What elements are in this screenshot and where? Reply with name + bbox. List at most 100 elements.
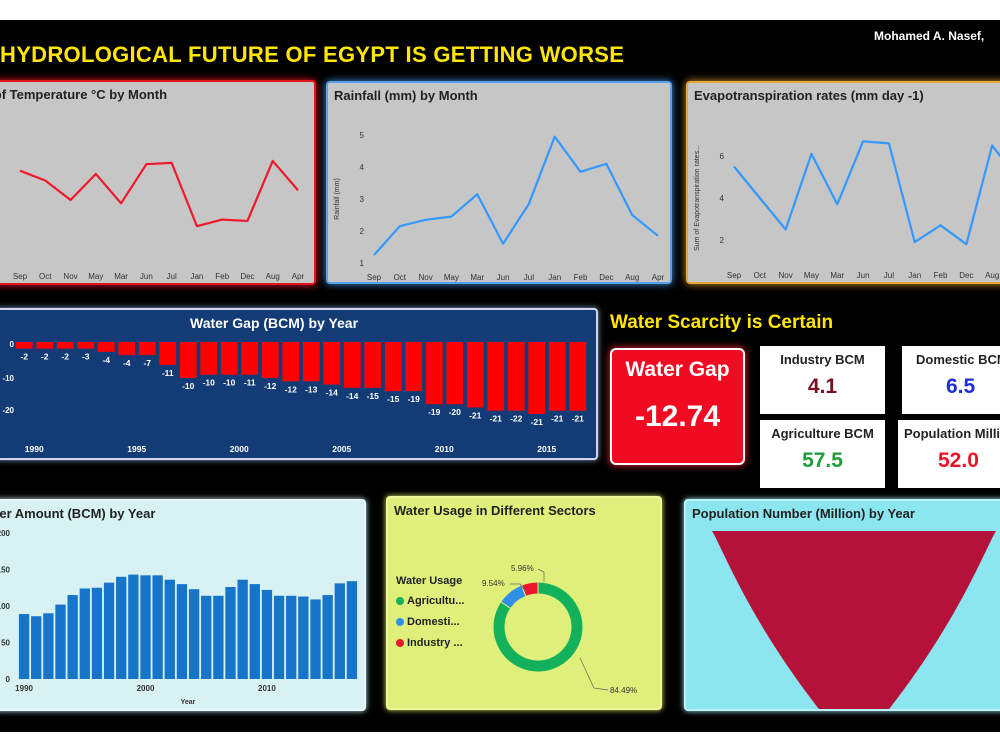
gap-bar [241,342,259,375]
water-bar [140,575,151,679]
y-tick-label: 200 [0,529,11,538]
slice-label-domestic: 9.54% [482,579,505,588]
x-tick-label: 1990 [15,684,33,693]
water-bar [164,579,175,679]
legend-item-domestic[interactable]: Domesti... [396,616,460,628]
gap-bar-label: -13 [305,384,318,394]
legend-item-agriculture[interactable]: Agricultu... [396,595,464,607]
population-chart-title: Population Number (Million) by Year [692,506,915,521]
gap-bar [528,342,546,414]
y-tick-label: 50 [1,639,10,648]
population-kpi-label: Population Million [904,426,1000,441]
water-usage-chart-title: Water Usage in Different Sectors [394,503,596,518]
legend-item-industry[interactable]: Industry ... [396,637,463,649]
x-tick-label: Aug [266,272,280,281]
gap-bar-label: -10 [223,378,236,388]
water-amount-chart-card[interactable]: Water Amount (BCM) by Year 0 50 100 150 200 1… [0,499,366,711]
domestic-kpi-label: Domestic BCM [916,352,1000,367]
gap-bar [364,342,382,388]
population-kpi-card[interactable]: Population Million 52.0 [898,420,1000,488]
industry-kpi-card[interactable]: Industry BCM 4.1 [760,346,885,414]
y-tick-label: 4 [360,163,365,172]
temperature-chart-card[interactable]: Sum of Temperature °C by Month Sep Oct Nov… [0,80,316,285]
x-tick-label: Sep [367,273,382,282]
water-bar [322,595,333,679]
x-tick-label: May [88,272,103,281]
x-tick-label: Jun [857,271,870,280]
domestic-kpi-card[interactable]: Domestic BCM 6.5 [902,346,1000,414]
slice-label-industry: 5.96% [511,564,534,573]
y-tick-label: 4 [720,194,725,203]
water-gap-chart-card[interactable]: Water Gap (BCM) by Year 0 -10 -20 -2 -2 -2 -3 -… [0,308,598,460]
x-tick-label: Aug [985,271,999,280]
leader-line [537,568,545,582]
slice-label-agriculture: 84.49% [610,686,637,695]
population-kpi-value: 52.0 [938,449,979,472]
y-tick-label: 150 [0,566,11,575]
water-bar [213,595,224,679]
temperature-line-chart: Sep Oct Nov May Mar Jun Jul Jan Feb Dec Aug Apr Mont… [13,159,305,281]
x-tick-label: Feb [574,273,588,282]
legend-label-industry: Industry ... [407,637,463,649]
series-line [19,159,299,228]
water-amount-chart-title: Water Amount (BCM) by Year [0,506,156,521]
x-tick-label: 2010 [435,444,454,454]
gap-bar [405,342,423,392]
water-bar [91,587,103,679]
industry-legend-dot [396,639,404,648]
agriculture-kpi-label: Agriculture BCM [771,426,874,441]
x-tick-label: Jun [140,272,153,281]
agriculture-kpi-value: 57.5 [802,449,843,472]
water-bar [128,574,139,679]
gap-bar [343,342,361,388]
y-axis-title: Rainfall (mm) [334,178,341,220]
x-tick-label: 1995 [127,444,146,454]
x-tick-label: Feb [934,271,948,280]
x-tick-label: Jan [190,272,203,281]
x-tick-label: Sep [13,272,28,281]
x-axis-title: Year [181,699,196,706]
x-tick-label: Jul [524,273,534,282]
x-tick-label: 2000 [137,684,155,693]
y-tick-label: 3 [360,195,365,204]
water-usage-donut-chart: 84.49% 9.54% 5.96% [482,564,637,695]
water-usage-chart-card[interactable]: Water Usage in Different Sectors Water U… [386,496,662,710]
agriculture-legend-dot [396,597,404,606]
evapotranspiration-line-chart: 2 4 6 Sum of Evapotranspiration rates... Sep… [694,140,1000,280]
evapotranspiration-chart-card[interactable]: Evapotranspiration rates (mm day -1) 2 4 6… [686,81,1000,284]
gap-bar [323,342,341,385]
water-gap-kpi-label: Water Gap [625,358,730,381]
water-bar [298,596,309,679]
legend-label-domestic: Domesti... [407,616,460,628]
gap-bar [15,342,33,349]
agriculture-kpi-card[interactable]: Agriculture BCM 57.5 [760,420,885,488]
water-bar [273,595,285,679]
water-bar [261,589,273,679]
series-line [373,135,659,256]
gap-bar [261,342,279,378]
x-tick-label: Sep [727,271,742,280]
x-tick-label: Mar [470,273,484,282]
gap-bar [118,342,136,356]
gap-bar [446,342,464,405]
water-bar [249,584,260,679]
x-tick-label: Oct [754,271,767,280]
rainfall-chart-card[interactable]: Rainfall (mm) by Month 1 2 3 4 5 Rainfall (mm… [326,81,672,284]
water-bar [79,588,90,679]
donut-slice [520,581,539,597]
gap-bar-label: -11 [244,378,256,388]
dashboard-title: HYDROLOGICAL FUTURE OF EGYPT IS GETTING … [0,42,625,67]
gap-bar-label: -2 [61,352,69,362]
population-chart-card[interactable]: Population Number (Million) by Year [684,499,1000,711]
x-tick-label: 1990 [25,444,44,454]
y-axis-title: Sum of Evapotranspiration rates... [694,145,701,251]
gap-bar [507,342,525,411]
x-tick-label: Apr [292,272,305,281]
gap-bar-label: -15 [387,394,400,404]
gap-bar [487,342,505,411]
water-gap-chart-title: Water Gap (BCM) by Year [190,315,359,331]
rainfall-line-chart: 1 2 3 4 5 Rainfall (mm) Sep Oct Nov May Mar Jun Jul J… [334,131,665,282]
leader-line [510,583,527,593]
water-gap-kpi-card[interactable]: Water Gap -12.74 [610,348,745,465]
x-tick-label: Mar [830,271,844,280]
